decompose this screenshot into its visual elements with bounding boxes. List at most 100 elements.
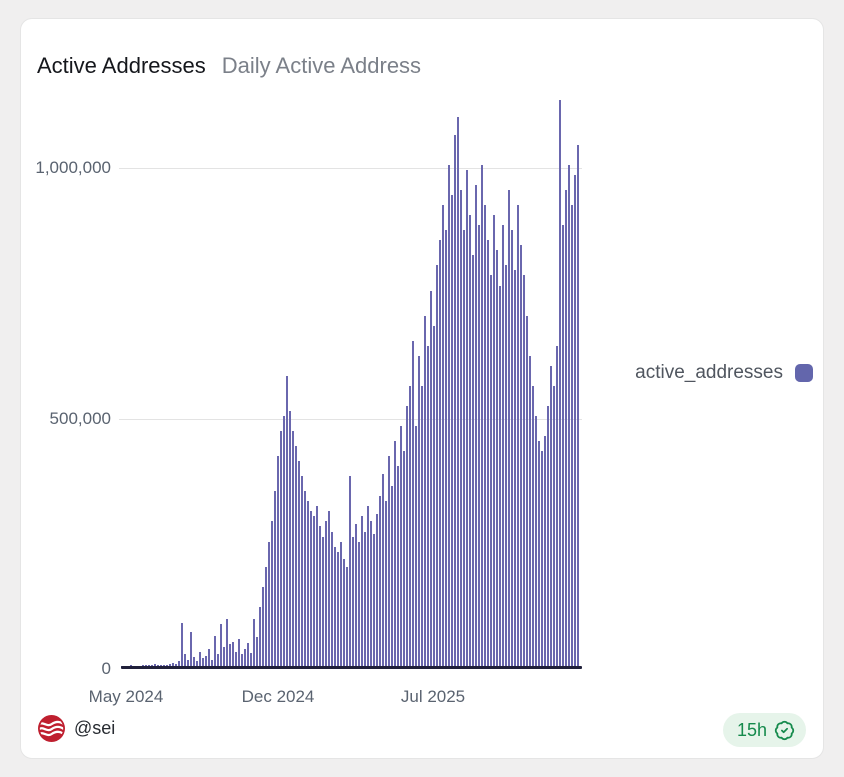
- bar: [358, 541, 360, 667]
- bar: [448, 165, 450, 667]
- bar: [502, 225, 504, 667]
- bar: [289, 411, 291, 667]
- bar: [385, 501, 387, 667]
- bar: [433, 325, 435, 667]
- bar: [571, 205, 573, 667]
- bar: [181, 622, 183, 667]
- account-handle: @sei: [74, 718, 116, 738]
- bar: [406, 406, 408, 667]
- x-tick-may-2024: May 2024: [88, 687, 164, 706]
- bar: [436, 265, 438, 667]
- bar: [331, 531, 333, 667]
- bar: [352, 536, 354, 667]
- bar: [376, 513, 378, 667]
- bar: [373, 534, 375, 667]
- bar: [556, 345, 558, 667]
- bar: [523, 275, 525, 667]
- bar: [520, 245, 522, 667]
- bar: [343, 559, 345, 667]
- bar: [421, 385, 423, 667]
- legend-label: active_addresses: [635, 362, 783, 383]
- bar: [553, 385, 555, 667]
- bar: [490, 275, 492, 667]
- bar: [550, 365, 552, 667]
- bar: [250, 652, 252, 667]
- bar: [508, 190, 510, 667]
- bar: [562, 225, 564, 667]
- bar: [493, 215, 495, 667]
- x-tick-dec-2024: Dec 2024: [241, 687, 315, 706]
- bar: [496, 250, 498, 667]
- bar: [547, 406, 549, 667]
- bar: [532, 385, 534, 667]
- bar: [466, 170, 468, 667]
- bar: [544, 436, 546, 667]
- bar: [238, 639, 240, 667]
- bar: [577, 144, 579, 667]
- chart-header: Active Addresses Daily Active Address: [37, 53, 421, 79]
- bar: [241, 654, 243, 667]
- bar: [334, 546, 336, 667]
- bar: [424, 315, 426, 667]
- bar: [367, 506, 369, 667]
- y-tick-1000000: 1,000,000: [35, 158, 111, 177]
- source-attribution[interactable]: @sei: [38, 715, 115, 742]
- bar: [472, 255, 474, 667]
- legend-swatch: [795, 364, 813, 382]
- bar: [337, 551, 339, 667]
- bar: [526, 315, 528, 667]
- bar: [394, 441, 396, 667]
- timestamp-label: 15h: [736, 719, 767, 740]
- bar: [322, 536, 324, 667]
- bar: [232, 641, 234, 667]
- bar: [277, 456, 279, 667]
- bar: [481, 165, 483, 667]
- bar: [511, 230, 513, 667]
- bar: [370, 521, 372, 667]
- bar: [505, 265, 507, 667]
- bar: [484, 205, 486, 667]
- bar: [271, 521, 273, 667]
- bar: [160, 664, 162, 667]
- bar: [262, 586, 264, 667]
- bar: [205, 656, 207, 667]
- bar: [397, 466, 399, 667]
- bar: [529, 355, 531, 667]
- bar: [475, 185, 477, 667]
- bar: [187, 659, 189, 667]
- bar-chart-plot-area[interactable]: [121, 92, 581, 667]
- bar: [295, 446, 297, 667]
- bar: [301, 476, 303, 667]
- bar: [220, 623, 222, 667]
- bar: [259, 606, 261, 667]
- bar: [319, 526, 321, 667]
- bar: [169, 664, 171, 667]
- bar: [391, 486, 393, 667]
- bar: [244, 649, 246, 667]
- bar: [274, 491, 276, 667]
- sei-logo-icon: [38, 715, 65, 742]
- bar: [535, 416, 537, 667]
- bar: [469, 215, 471, 667]
- bar: [415, 426, 417, 667]
- bar: [268, 541, 270, 667]
- gridline-1000000: [119, 168, 582, 169]
- bar: [310, 511, 312, 667]
- y-tick-500000: 500,000: [49, 409, 111, 428]
- bar: [313, 516, 315, 667]
- bar: [265, 566, 267, 667]
- x-axis-baseline: [121, 666, 582, 669]
- bar: [430, 290, 432, 667]
- bar: [304, 491, 306, 667]
- x-tick-jul-2025: Jul 2025: [400, 687, 466, 706]
- legend-item-active-addresses[interactable]: active_addresses: [635, 362, 813, 384]
- bar: [487, 240, 489, 667]
- bar: [202, 658, 204, 667]
- timestamp-badge[interactable]: 15h: [722, 713, 806, 747]
- gridline-500000: [119, 419, 582, 420]
- bar: [349, 476, 351, 667]
- bar: [328, 511, 330, 667]
- bar: [211, 659, 213, 667]
- bar: [517, 205, 519, 667]
- bar: [538, 441, 540, 667]
